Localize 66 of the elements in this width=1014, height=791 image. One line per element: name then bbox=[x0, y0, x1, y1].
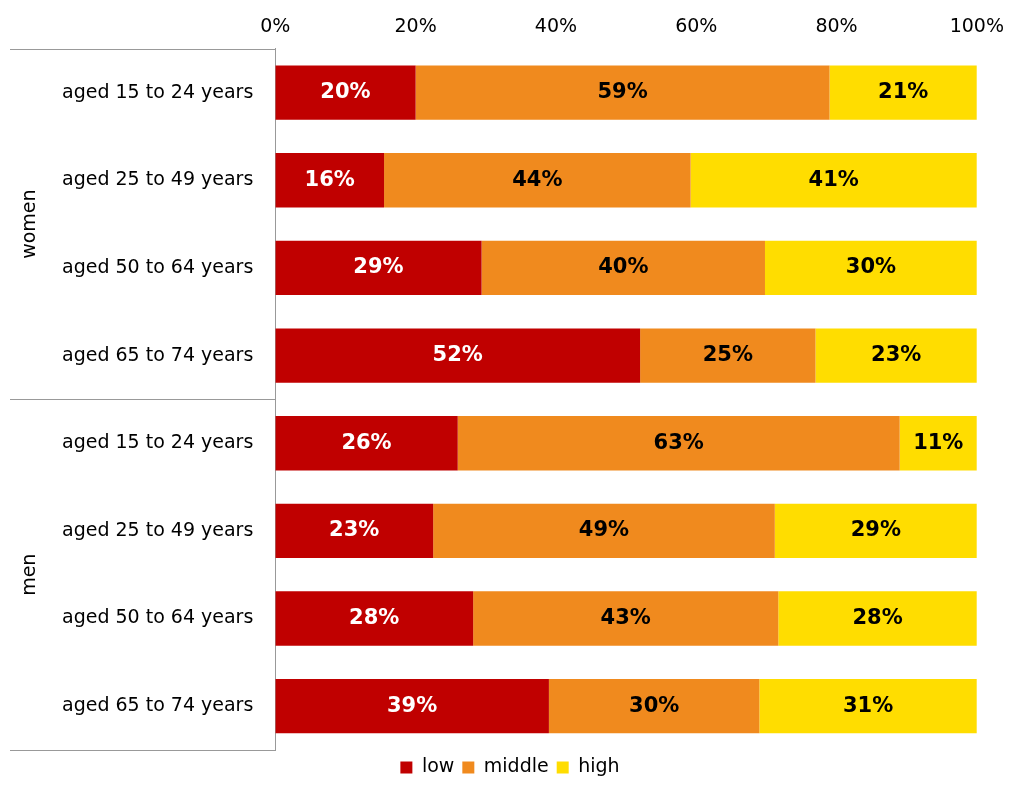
text: 28% bbox=[349, 604, 400, 629]
text: 23% bbox=[329, 517, 380, 542]
text: 43% bbox=[600, 604, 651, 629]
text: 63% bbox=[653, 429, 704, 454]
text: 41% bbox=[808, 166, 859, 191]
text: 40% bbox=[598, 254, 649, 279]
bar bbox=[690, 153, 977, 208]
y-tick-label: aged 25 to 49 years bbox=[62, 517, 254, 540]
text: 39% bbox=[386, 692, 438, 717]
y-tick-label: aged 50 to 64 years bbox=[62, 605, 254, 628]
bar bbox=[778, 591, 977, 646]
text: 21% bbox=[878, 79, 929, 104]
text: 25% bbox=[702, 342, 753, 367]
text: 59% bbox=[597, 79, 648, 104]
bar bbox=[275, 679, 549, 734]
bar bbox=[384, 153, 691, 208]
text: 16% bbox=[304, 166, 355, 191]
text: 31% bbox=[842, 692, 894, 717]
legend-label: low bbox=[421, 754, 455, 777]
bar bbox=[275, 328, 641, 383]
x-tick-label: 0% bbox=[260, 14, 291, 37]
bar bbox=[774, 503, 977, 559]
x-tick-label: 80% bbox=[815, 14, 858, 37]
text: 44% bbox=[512, 166, 563, 191]
text: 30% bbox=[845, 254, 897, 279]
text: 20% bbox=[320, 79, 371, 104]
bar bbox=[275, 591, 474, 646]
legend-label: high bbox=[578, 754, 620, 777]
bar bbox=[275, 503, 434, 559]
bar bbox=[548, 679, 760, 734]
text: 28% bbox=[852, 604, 903, 629]
bar bbox=[275, 153, 385, 208]
text: 26% bbox=[341, 429, 392, 454]
text: 29% bbox=[353, 254, 404, 279]
bar bbox=[481, 240, 765, 296]
x-tick-label: 100% bbox=[949, 14, 1004, 37]
text: 49% bbox=[578, 517, 630, 542]
y-tick-label: aged 50 to 64 years bbox=[62, 254, 254, 277]
y-tick-label: aged 65 to 74 years bbox=[62, 693, 254, 716]
bar bbox=[764, 240, 977, 296]
x-tick-label: 20% bbox=[394, 14, 437, 37]
bar bbox=[829, 65, 977, 120]
text: 29% bbox=[850, 517, 901, 542]
text: 11% bbox=[913, 429, 964, 454]
bar bbox=[473, 591, 779, 646]
y-tick-label: aged 65 to 74 years bbox=[62, 342, 254, 365]
x-tick-label: 40% bbox=[534, 14, 578, 37]
y-tick-label: aged 15 to 24 years bbox=[62, 430, 254, 453]
bar bbox=[275, 240, 482, 296]
text: women bbox=[16, 189, 39, 259]
bar bbox=[815, 328, 977, 383]
bar bbox=[415, 65, 830, 120]
x-tick-label: 60% bbox=[675, 14, 718, 37]
bar bbox=[433, 503, 775, 559]
bar bbox=[759, 679, 977, 734]
bar bbox=[275, 416, 458, 471]
bar bbox=[640, 328, 816, 383]
bar bbox=[457, 416, 900, 471]
text: 30% bbox=[629, 692, 680, 717]
text: men bbox=[16, 553, 39, 596]
bar bbox=[275, 65, 416, 120]
y-tick-label: aged 25 to 49 years bbox=[62, 167, 254, 190]
text: 52% bbox=[432, 342, 483, 367]
text: 23% bbox=[871, 342, 922, 367]
legend-label: middle bbox=[483, 754, 549, 777]
y-tick-label: aged 15 to 24 years bbox=[62, 79, 254, 102]
